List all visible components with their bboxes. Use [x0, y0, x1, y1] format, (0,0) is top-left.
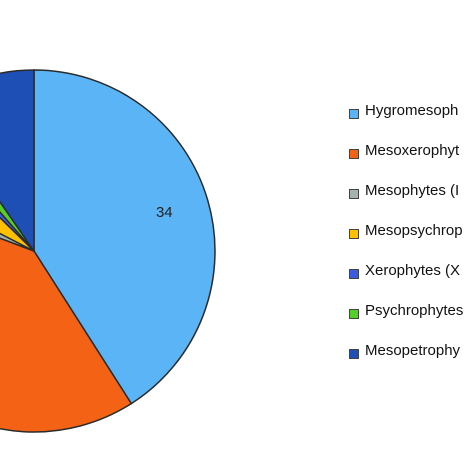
legend-label-4: Mesopsychrop: [365, 222, 463, 239]
legend-label-1: Hygromesoph: [365, 102, 459, 119]
legend-item-7: Mesopetrophy: [349, 338, 474, 378]
legend-swatch-7: [349, 349, 359, 359]
pie-slice-7: [0, 69, 35, 254]
legend-label-3: Mesophytes (I: [365, 182, 460, 199]
legend-item-2: Mesoxerophyt: [349, 138, 474, 178]
pie-data-labels: 3433: [156, 204, 173, 221]
legend-swatch-3: [349, 189, 359, 199]
legend-label-5: Xerophytes (X: [365, 262, 461, 279]
legend-swatch-2: [349, 149, 359, 159]
legend: Hygromesoph Mesoxerophyt Mesophytes (I Meso…: [349, 98, 474, 378]
pie-slices: [0, 69, 216, 433]
legend-label-7: Mesopetrophy: [365, 342, 461, 359]
data-label-1: 34: [156, 204, 173, 221]
legend-label-6: Psychrophytes: [365, 302, 464, 319]
legend-label-2: Mesoxerophyt: [365, 142, 460, 159]
pie-slice-1: [33, 69, 216, 405]
legend-swatch-4: [349, 229, 359, 239]
legend-swatch-1: [349, 109, 359, 119]
legend-item-6: Psychrophytes: [349, 298, 474, 338]
legend-swatch-6: [349, 309, 359, 319]
legend-item-3: Mesophytes (I: [349, 178, 474, 218]
legend-item-1: Hygromesoph: [349, 98, 474, 138]
legend-swatch-5: [349, 269, 359, 279]
legend-item-5: Xerophytes (X: [349, 258, 474, 298]
legend-item-4: Mesopsychrop: [349, 218, 474, 258]
pie-slice-2: [0, 237, 133, 433]
